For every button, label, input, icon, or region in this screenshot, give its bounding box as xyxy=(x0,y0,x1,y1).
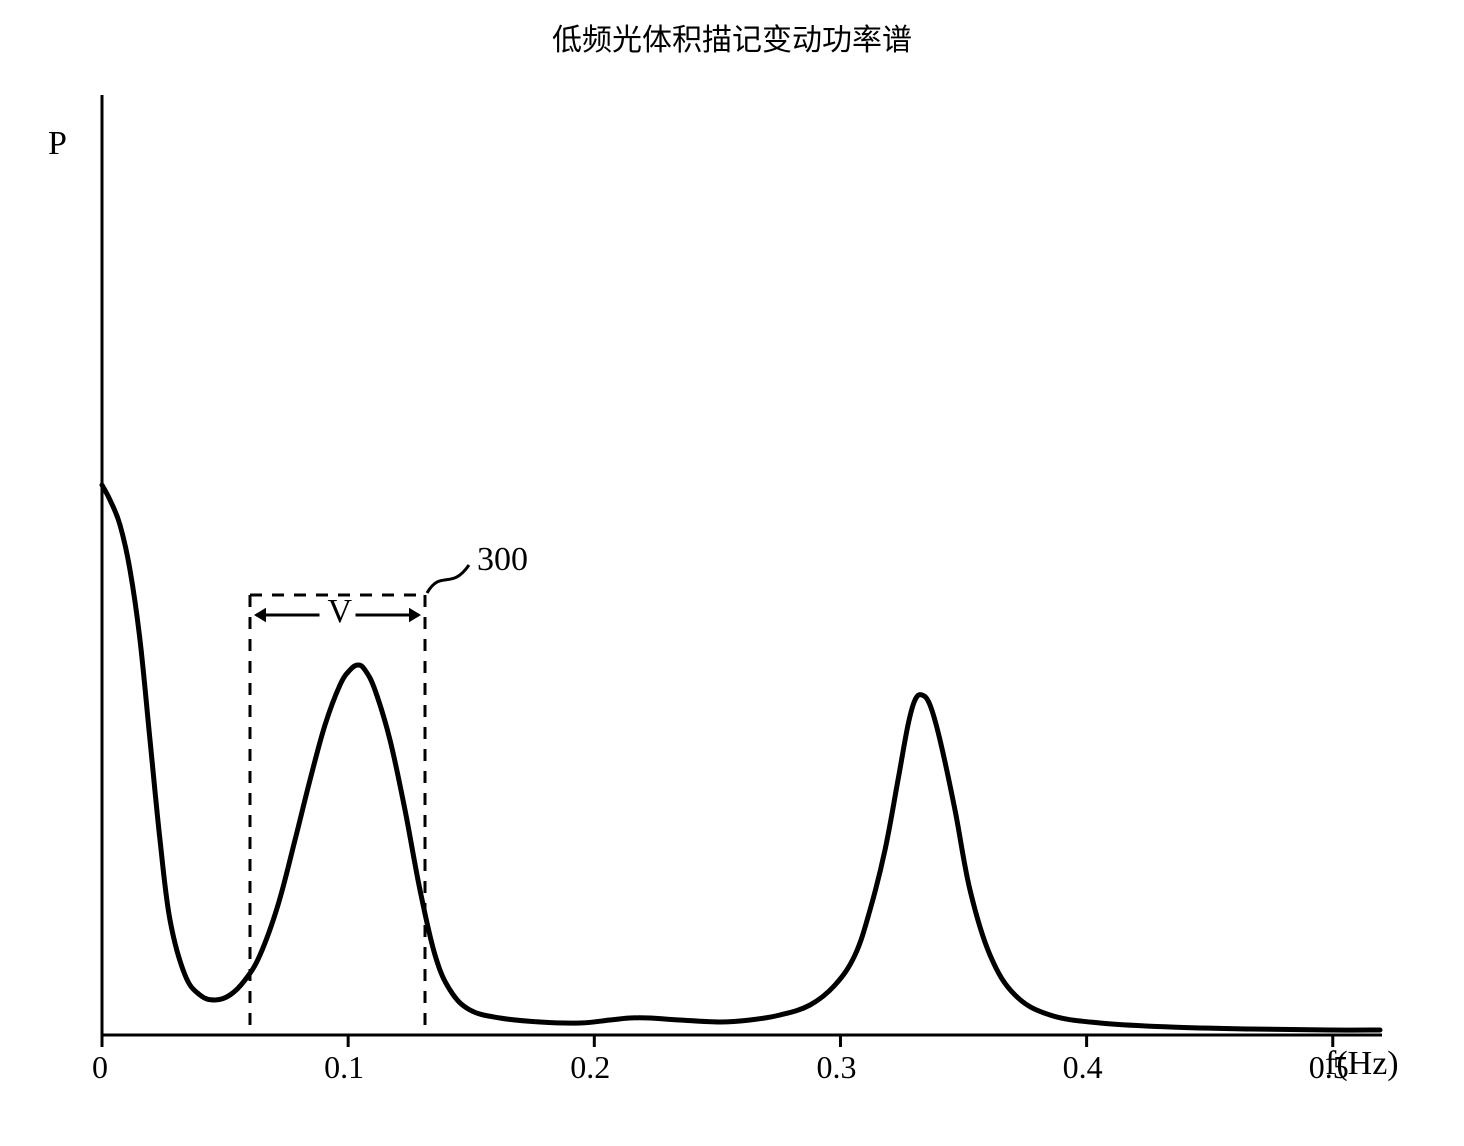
v-region-box xyxy=(250,595,425,1035)
x-tick-label: 0.2 xyxy=(570,1049,610,1086)
chart-container: P f(Hz) 00.10.20.30.40.5 V 300 xyxy=(30,60,1430,1120)
ref-300-label: 300 xyxy=(477,541,528,579)
x-ticks xyxy=(102,1035,1333,1047)
x-tick-label: 0.4 xyxy=(1063,1049,1103,1086)
chart-title: 低频光体积描记变动功率谱 xyxy=(552,15,912,59)
x-tick-label: 0.5 xyxy=(1309,1049,1349,1086)
y-axis-label: P xyxy=(48,125,67,163)
ref-300-leader xyxy=(427,565,469,593)
chart-svg xyxy=(30,60,1430,1120)
power-spectrum-curve xyxy=(102,485,1380,1030)
x-tick-label: 0.3 xyxy=(816,1049,856,1086)
axes xyxy=(102,95,1382,1047)
v-region-label: V xyxy=(328,593,353,631)
x-tick-label: 0.1 xyxy=(324,1049,364,1086)
x-tick-label: 0 xyxy=(92,1049,108,1086)
